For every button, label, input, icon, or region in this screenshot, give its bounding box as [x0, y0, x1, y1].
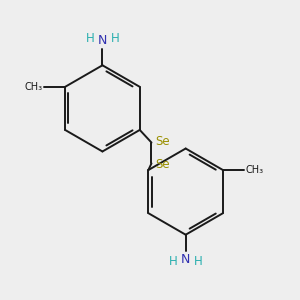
Text: H: H — [194, 255, 203, 268]
Text: CH₃: CH₃ — [245, 165, 263, 175]
Text: H: H — [85, 32, 94, 45]
Text: N: N — [181, 254, 190, 266]
Text: Se: Se — [155, 158, 170, 171]
Text: CH₃: CH₃ — [25, 82, 43, 92]
Text: H: H — [169, 255, 178, 268]
Text: H: H — [111, 32, 119, 45]
Text: Se: Se — [155, 135, 170, 148]
Text: N: N — [98, 34, 107, 46]
